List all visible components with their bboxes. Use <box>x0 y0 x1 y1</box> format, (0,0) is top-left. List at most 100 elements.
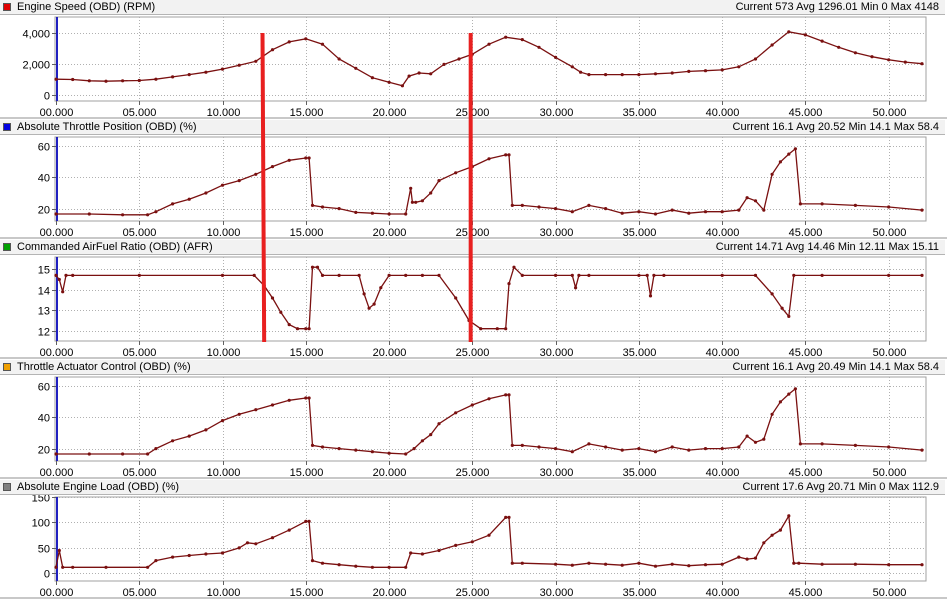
data-point <box>703 563 708 567</box>
data-point <box>853 203 858 207</box>
series-color-swatch[interactable] <box>3 123 11 131</box>
data-point <box>420 552 424 556</box>
x-tick-label: 25.000 <box>456 107 490 117</box>
series-color-swatch[interactable] <box>3 243 11 251</box>
plot-area[interactable]: 00.000 05.000 10.000 15.000 20.000 25.000 30.0… <box>0 375 945 477</box>
data-point <box>410 200 414 204</box>
data-point <box>320 42 325 46</box>
data-point <box>470 165 474 169</box>
data-point <box>320 205 325 209</box>
data-point <box>354 66 358 70</box>
panel-title: Commanded AirFuel Ratio (OBD) (AFR) <box>17 241 213 253</box>
data-point <box>146 452 150 456</box>
y-tick-label: 0 <box>44 91 50 103</box>
x-tick-label: 30.000 <box>540 347 574 357</box>
panel-header: Engine Speed (OBD) (RPM) Current 573 Avg … <box>0 0 945 15</box>
x-tick-label: 50.000 <box>873 587 907 597</box>
x-tick-label: 35.000 <box>623 107 657 117</box>
data-point <box>770 43 774 47</box>
data-point <box>577 273 581 277</box>
series-line <box>55 31 923 87</box>
panel-stats: Current 17.6 Avg 20.71 Min 0 Max 112.9 <box>742 481 940 493</box>
data-point <box>495 327 499 331</box>
data-point <box>220 67 225 71</box>
data-point <box>354 564 358 568</box>
data-point <box>770 412 774 416</box>
data-point <box>171 555 175 559</box>
series-color-swatch[interactable] <box>3 363 11 371</box>
data-point <box>920 208 924 212</box>
data-point <box>637 273 641 277</box>
y-tick-label: 2,000 <box>22 60 50 72</box>
series-color-swatch[interactable] <box>3 3 11 11</box>
data-point <box>187 73 191 77</box>
data-point <box>504 153 508 157</box>
data-point <box>287 528 291 532</box>
data-point <box>778 160 783 164</box>
data-point <box>220 419 225 423</box>
data-point <box>146 213 150 217</box>
series-color-swatch[interactable] <box>3 483 11 491</box>
data-point <box>254 59 258 63</box>
data-point <box>237 63 241 67</box>
data-point <box>304 156 308 160</box>
data-point <box>737 208 741 212</box>
data-point <box>762 208 766 212</box>
data-point <box>400 84 404 88</box>
data-point <box>154 210 158 214</box>
data-point <box>467 318 471 323</box>
data-point <box>520 273 524 277</box>
data-point <box>797 561 801 565</box>
x-tick-label: 35.000 <box>623 467 657 477</box>
data-point <box>570 210 574 214</box>
data-point <box>653 564 658 568</box>
data-point <box>220 273 225 277</box>
x-tick-label: 45.000 <box>789 587 823 597</box>
data-point <box>637 210 641 214</box>
x-tick-label: 00.000 <box>40 587 74 597</box>
data-point <box>204 191 208 195</box>
y-tick-label: 100 <box>32 518 50 530</box>
data-point <box>254 542 258 546</box>
data-point <box>61 290 65 294</box>
data-point <box>820 202 824 206</box>
data-point <box>71 273 75 277</box>
data-point <box>54 565 58 569</box>
data-point <box>737 65 741 69</box>
data-point <box>587 561 591 565</box>
data-point <box>310 203 315 207</box>
data-point <box>537 445 541 449</box>
data-point <box>780 306 784 310</box>
data-point <box>287 323 291 327</box>
plot-area[interactable]: 00.000 05.000 10.000 15.000 20.000 25.000 30.0… <box>0 15 945 117</box>
data-point <box>171 202 175 206</box>
x-tick-label: 40.000 <box>706 227 740 237</box>
data-point <box>320 561 325 565</box>
data-point <box>792 273 796 277</box>
data-point <box>837 45 841 49</box>
x-tick-label: 50.000 <box>873 227 907 237</box>
series-line <box>56 387 923 455</box>
data-point <box>379 286 383 290</box>
data-point <box>414 200 418 204</box>
data-point <box>579 70 583 74</box>
data-point <box>587 273 591 277</box>
data-point <box>87 452 91 456</box>
x-tick-label: 05.000 <box>123 587 157 597</box>
data-point <box>620 448 624 452</box>
plot-area[interactable]: 00.000 05.000 10.000 15.000 20.000 25.000 30.0… <box>0 135 945 237</box>
data-point <box>504 35 508 39</box>
data-point <box>537 45 541 49</box>
data-point <box>171 75 175 79</box>
data-point <box>762 541 766 545</box>
data-point <box>121 452 125 456</box>
data-point <box>295 327 300 331</box>
data-point <box>437 179 441 183</box>
data-point <box>54 212 58 216</box>
plot-area[interactable]: 00.000 05.000 10.000 15.000 20.000 25.000 30.0… <box>0 255 945 357</box>
data-point <box>887 445 891 449</box>
panel-stats: Current 16.1 Avg 20.49 Min 14.1 Max 58.4 <box>732 361 939 373</box>
series-line <box>56 147 923 216</box>
data-point <box>237 412 241 416</box>
plot-area[interactable]: 00.000 05.000 10.000 15.000 20.000 25.000 30.0… <box>0 495 945 597</box>
